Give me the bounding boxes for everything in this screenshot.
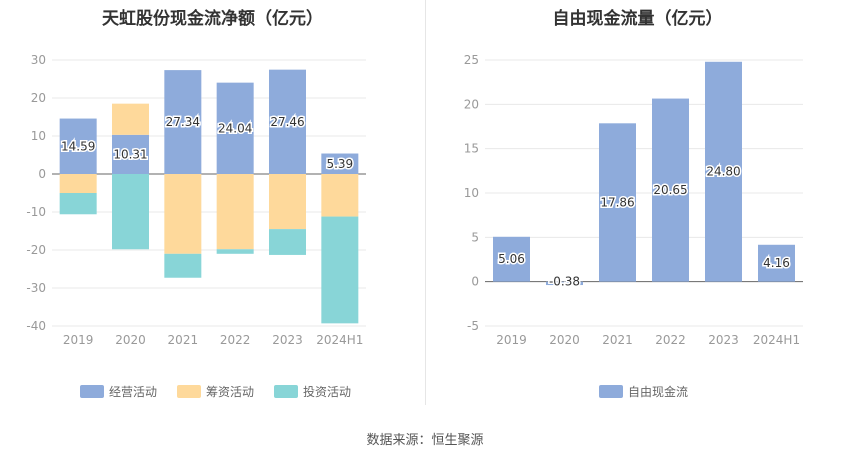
bar (269, 69, 306, 174)
x-tick-label: 2020 (115, 333, 146, 347)
bar (216, 174, 254, 250)
legend-swatch (80, 385, 104, 398)
right-chart-panel: 自由现金流量（亿元） 25 20 15 10 5 0 -5 2019 2020 2021 2022 2… (425, 0, 850, 420)
bar (112, 134, 149, 174)
bar (269, 229, 306, 255)
data-label: 5.39 (326, 157, 353, 171)
x-tick-label: 2022 (655, 333, 686, 347)
bar (112, 103, 149, 135)
left-chart-panel: 天虹股份现金流净额（亿元） 30 20 10 0 -10 -20 -30 -40 2019 202… (0, 0, 425, 420)
legend-label: 投资活动 (303, 384, 351, 399)
legend-label: 筹资活动 (206, 385, 254, 399)
y-tick-label: -10 (26, 205, 46, 219)
bar (59, 193, 97, 215)
bar (321, 216, 359, 324)
x-tick-label: 2024H1 (316, 333, 363, 347)
bar (705, 61, 742, 282)
x-tick-label: 2019 (496, 333, 527, 347)
chart-title: 自由现金流量（亿元） (552, 9, 723, 29)
data-label: 20.65 (653, 183, 687, 197)
legend-label: 自由现金流 (628, 384, 688, 399)
data-label: 17.86 (600, 195, 634, 209)
bar (321, 174, 359, 217)
cash-flow-chart: 30 20 10 0 -10 -20 -30 -40 2019 2020 2021 2022 2023 2… (26, 53, 366, 399)
bar (164, 70, 202, 174)
bar (546, 281, 583, 286)
y-tick-label: -20 (26, 243, 46, 257)
x-tick-label: 2019 (63, 333, 94, 347)
data-label: 10.31 (113, 147, 147, 161)
y-tick-label: 0 (471, 275, 479, 289)
bar (216, 82, 254, 174)
data-label: 27.46 (270, 115, 304, 129)
y-tick-label: 5 (471, 230, 479, 244)
data-label: 5.06 (498, 252, 525, 266)
data-label: 27.34 (166, 115, 200, 129)
legend-label: 经营活动 (109, 385, 157, 399)
x-tick-label: 2024H1 (753, 333, 800, 347)
legend-swatch (274, 385, 298, 398)
x-tick-label: 2022 (220, 333, 251, 347)
y-tick-label: 10 (31, 129, 46, 143)
bar (269, 174, 306, 230)
bar (59, 118, 97, 174)
data-label: 24.80 (706, 165, 740, 179)
bar (164, 253, 202, 278)
x-tick-label: 2020 (549, 333, 580, 347)
bar (652, 98, 689, 282)
y-tick-label: 10 (464, 186, 479, 200)
y-tick-label: 0 (38, 167, 46, 181)
y-tick-label: 25 (464, 53, 479, 67)
x-tick-label: 2021 (168, 333, 199, 347)
bar (321, 153, 359, 174)
y-tick-label: 30 (31, 53, 46, 67)
bar (59, 174, 97, 193)
x-tick-label: 2021 (602, 333, 633, 347)
legend-swatch (177, 385, 201, 398)
y-tick-label: 20 (464, 97, 479, 111)
bar (216, 249, 254, 254)
bar (758, 244, 795, 282)
y-tick-label: -40 (26, 319, 46, 333)
panel-divider (425, 0, 426, 405)
y-tick-label: -30 (26, 281, 46, 295)
y-tick-label: 15 (464, 142, 479, 156)
data-source: 数据来源：恒生聚源 (366, 433, 484, 448)
data-label: 4.16 (763, 256, 790, 270)
data-label: 24.04 (218, 121, 252, 135)
bar (599, 123, 636, 282)
data-label: -0.38 (549, 275, 580, 289)
x-tick-label: 2023 (272, 333, 303, 347)
x-tick-label: 2023 (708, 333, 739, 347)
legend-swatch (599, 385, 623, 398)
bar (112, 174, 149, 250)
free-cash-flow-chart: 25 20 15 10 5 0 -5 2019 2020 2021 2022 2023 2024H1 5.… (464, 53, 803, 399)
bar (164, 174, 202, 254)
y-tick-label: -5 (467, 319, 479, 333)
chart-title: 天虹股份现金流净额（亿元） (102, 9, 323, 29)
data-label: 14.59 (61, 139, 95, 153)
y-tick-label: 20 (31, 91, 46, 105)
bar (493, 236, 530, 282)
